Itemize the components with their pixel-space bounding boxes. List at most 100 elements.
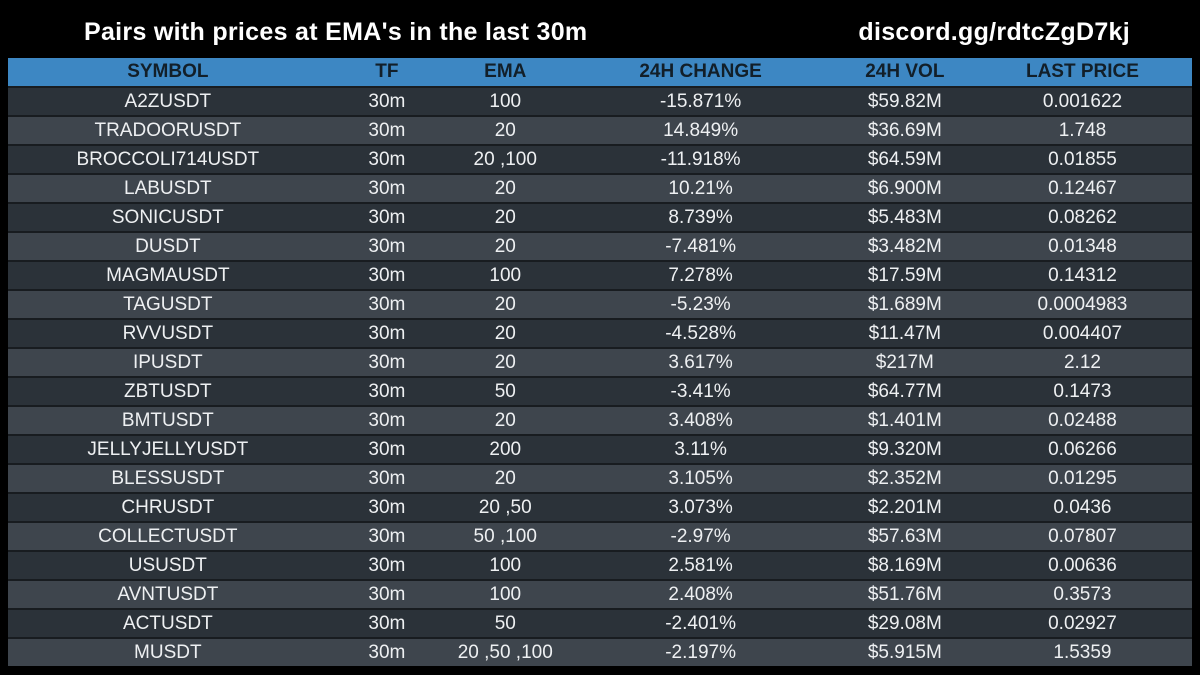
table-row: SONICUSDT 30m 20 8.739% $5.483M 0.08262 (8, 202, 1192, 232)
ema-cell: 50 ,100 (446, 521, 565, 551)
table-row: BLESSUSDT 30m 20 3.105% $2.352M 0.01295 (8, 463, 1192, 493)
ema-cell: 20 ,100 (446, 144, 565, 174)
vol-cell: $3.482M (836, 231, 973, 261)
tf-cell: 30m (327, 376, 447, 406)
tf-cell: 30m (327, 463, 447, 493)
change-cell: 3.105% (564, 463, 837, 493)
symbol-cell: MAGMAUSDT (8, 260, 328, 290)
ema-cell: 20 (446, 173, 565, 203)
vol-cell: $2.352M (836, 463, 973, 493)
table-row: ZBTUSDT 30m 50 -3.41% $64.77M 0.1473 (8, 376, 1192, 406)
vol-cell: $59.82M (836, 86, 973, 116)
ema-cell: 200 (446, 434, 565, 464)
table-row: USUSDT 30m 100 2.581% $8.169M 0.00636 (8, 550, 1192, 580)
tf-cell: 30m (327, 289, 447, 319)
table-row: IPUSDT 30m 20 3.617% $217M 2.12 (8, 347, 1192, 377)
vol-cell: $36.69M (836, 115, 973, 145)
vol-cell: $1.689M (836, 289, 973, 319)
vol-cell: $57.63M (836, 521, 973, 551)
table-row: ACTUSDT 30m 50 -2.401% $29.08M 0.02927 (8, 608, 1192, 638)
price-cell: 1.748 (972, 115, 1192, 145)
tf-cell: 30m (327, 405, 447, 435)
ema-cell: 20 (446, 405, 565, 435)
ema-cell: 20 (446, 202, 565, 232)
column-header-vol: 24H VOL (836, 58, 973, 87)
page-title: Pairs with prices at EMA's in the last 3… (84, 17, 588, 46)
ema-pairs-table: SYMBOL TF EMA 24H CHANGE 24H VOL LAST PRICE A… (8, 58, 1192, 666)
table-row: TRADOORUSDT 30m 20 14.849% $36.69M 1.748 (8, 115, 1192, 145)
table-row: AVNTUSDT 30m 100 2.408% $51.76M 0.3573 (8, 579, 1192, 609)
change-cell: 3.11% (564, 434, 837, 464)
tf-cell: 30m (327, 550, 447, 580)
table-row: TAGUSDT 30m 20 -5.23% $1.689M 0.0004983 (8, 289, 1192, 319)
column-header-symbol: SYMBOL (8, 58, 328, 87)
ema-cell: 20 ,50 (446, 492, 565, 522)
table-row: CHRUSDT 30m 20 ,50 3.073% $2.201M 0.0436 (8, 492, 1192, 522)
symbol-cell: USUSDT (8, 550, 328, 580)
table-row: COLLECTUSDT 30m 50 ,100 -2.97% $57.63M 0.0780… (8, 521, 1192, 551)
symbol-cell: LABUSDT (8, 173, 328, 203)
vol-cell: $5.483M (836, 202, 973, 232)
price-cell: 0.0436 (972, 492, 1192, 522)
price-cell: 0.12467 (972, 173, 1192, 203)
vol-cell: $2.201M (836, 492, 973, 522)
symbol-cell: SONICUSDT (8, 202, 328, 232)
vol-cell: $64.59M (836, 144, 973, 174)
tf-cell: 30m (327, 260, 447, 290)
symbol-cell: RVVUSDT (8, 318, 328, 348)
ema-cell: 20 (446, 347, 565, 377)
vol-cell: $17.59M (836, 260, 973, 290)
column-header-price: LAST PRICE (972, 58, 1192, 87)
change-cell: -2.401% (564, 608, 837, 638)
tf-cell: 30m (327, 202, 447, 232)
discord-invite-link: discord.gg/rdtcZgD7kj (858, 17, 1130, 46)
table-header: SYMBOL TF EMA 24H CHANGE 24H VOL LAST PRICE (8, 58, 1192, 87)
price-cell: 1.5359 (972, 637, 1192, 666)
vol-cell: $64.77M (836, 376, 973, 406)
change-cell: -15.871% (564, 86, 837, 116)
symbol-cell: TRADOORUSDT (8, 115, 328, 145)
column-header-change: 24H CHANGE (564, 58, 837, 87)
tf-cell: 30m (327, 579, 447, 609)
price-cell: 0.01855 (972, 144, 1192, 174)
change-cell: -4.528% (564, 318, 837, 348)
ema-cell: 20 (446, 231, 565, 261)
table-row: A2ZUSDT 30m 100 -15.871% $59.82M 0.001622 (8, 86, 1192, 116)
vol-cell: $217M (836, 347, 973, 377)
ema-cell: 100 (446, 579, 565, 609)
table-row: RVVUSDT 30m 20 -4.528% $11.47M 0.004407 (8, 318, 1192, 348)
price-cell: 0.001622 (972, 86, 1192, 116)
ema-cell: 20 (446, 463, 565, 493)
price-cell: 0.02488 (972, 405, 1192, 435)
change-cell: 3.617% (564, 347, 837, 377)
table-row: BMTUSDT 30m 20 3.408% $1.401M 0.02488 (8, 405, 1192, 435)
table-row: JELLYJELLYUSDT 30m 200 3.11% $9.320M 0.06266 (8, 434, 1192, 464)
change-cell: 2.581% (564, 550, 837, 580)
change-cell: -2.97% (564, 521, 837, 551)
change-cell: 3.073% (564, 492, 837, 522)
table-row: BROCCOLI714USDT 30m 20 ,100 -11.918% $64.59M… (8, 144, 1192, 174)
price-cell: 0.06266 (972, 434, 1192, 464)
change-cell: 8.739% (564, 202, 837, 232)
ema-cell: 20 ,50 ,100 (446, 637, 565, 666)
ema-cell: 100 (446, 260, 565, 290)
tf-cell: 30m (327, 231, 447, 261)
change-cell: 7.278% (564, 260, 837, 290)
vol-cell: $29.08M (836, 608, 973, 638)
vol-cell: $6.900M (836, 173, 973, 203)
symbol-cell: DUSDT (8, 231, 328, 261)
symbol-cell: IPUSDT (8, 347, 328, 377)
symbol-cell: BROCCOLI714USDT (8, 144, 328, 174)
change-cell: 3.408% (564, 405, 837, 435)
price-cell: 0.02927 (972, 608, 1192, 638)
symbol-cell: COLLECTUSDT (8, 521, 328, 551)
tf-cell: 30m (327, 115, 447, 145)
tf-cell: 30m (327, 144, 447, 174)
price-cell: 0.0004983 (972, 289, 1192, 319)
price-cell: 0.01348 (972, 231, 1192, 261)
vol-cell: $11.47M (836, 318, 973, 348)
change-cell: -11.918% (564, 144, 837, 174)
change-cell: 14.849% (564, 115, 837, 145)
change-cell: -7.481% (564, 231, 837, 261)
change-cell: -2.197% (564, 637, 837, 666)
